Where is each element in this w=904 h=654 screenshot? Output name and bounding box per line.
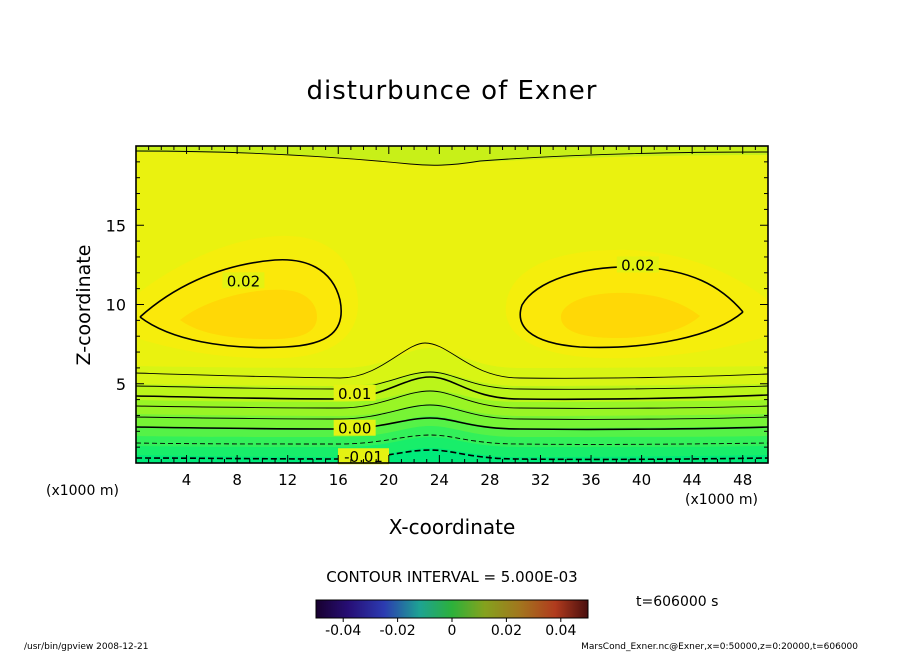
x-tick-label: 44 [683, 471, 702, 489]
colorbar-tick-label: 0.04 [545, 623, 576, 639]
contour-0.00 [136, 417, 768, 431]
band-level-top [136, 146, 768, 165]
y-tick-label: 15 [106, 216, 126, 235]
x-tick-label: 16 [329, 471, 348, 489]
contour-0.0125 [136, 371, 768, 390]
contour-neg-0.005 [136, 434, 768, 445]
band-lobe-left-peak [180, 289, 317, 340]
x-tick-label: 24 [430, 471, 449, 489]
contour-label: 0.02 [621, 256, 654, 274]
contour-label-layer: 0.02 0.02 0.01 0.00 -0.01 [222, 256, 659, 466]
contour-label-bg [616, 256, 659, 273]
contour-0.02-left [139, 258, 342, 349]
contour-label: 0.01 [338, 385, 371, 403]
contour-label: 0.00 [338, 420, 371, 438]
footer-left: /usr/bin/gpview 2008-12-21 [24, 642, 149, 652]
y-tick-label: 5 [116, 375, 126, 394]
contour-neg-0.01 [136, 449, 768, 461]
contour-0.0075 [136, 390, 768, 409]
colorbar-tick-label: -0.04 [325, 623, 361, 639]
contour-0.01 [136, 376, 768, 401]
colorbar-ticks: -0.04 -0.02 0 0.02 0.04 [325, 618, 576, 639]
contour-label: -0.01 [344, 448, 383, 466]
footer-right: MarsCond_Exner.nc@Exner,x=0:50000,z=0:20… [581, 642, 858, 652]
contour-top [136, 150, 768, 166]
y-axis-ticks: 5 10 15 [106, 161, 768, 448]
x-tick-label: 8 [232, 471, 242, 489]
contour-0.015 [136, 342, 768, 379]
x-tick-label: 48 [733, 471, 752, 489]
x-tick-label: 32 [531, 471, 550, 489]
filled-contours [136, 146, 768, 463]
contour-lines [136, 150, 768, 461]
x-tick-label: 40 [632, 471, 651, 489]
time-label: t=606000 s [636, 594, 719, 610]
colorbar-stripes [317, 600, 587, 618]
y-axis-label: Z-coordinate [73, 244, 95, 366]
contour-0.005 [136, 404, 768, 420]
x-axis-label: X-coordinate [388, 515, 516, 539]
x-tick-label: 20 [379, 471, 398, 489]
y-tick-label: 10 [106, 296, 126, 315]
x-tick-label: 12 [278, 471, 297, 489]
contour-label-bg [333, 419, 376, 436]
x-tick-label: 28 [480, 471, 499, 489]
contour-0.02-right [519, 266, 744, 349]
x-axis-unit-right: (x1000 m) [685, 492, 758, 508]
contour-label-bg [333, 384, 376, 401]
contour-label-bg [222, 272, 265, 289]
x-axis-ticks: 4 8 12 16 20 24 28 32 36 40 44 48 [148, 146, 756, 489]
x-tick-label: 4 [182, 471, 192, 489]
colorbar-tick-label: 0.02 [491, 623, 522, 639]
colorbar-tick-label: -0.02 [379, 623, 415, 639]
contour-interval: CONTOUR INTERVAL = 5.000E-03 [326, 568, 578, 586]
band-lobe-right-peak [560, 292, 700, 338]
x-tick-label: 36 [581, 471, 600, 489]
x-axis-unit-left: (x1000 m) [46, 483, 119, 499]
colorbar-tick-label: 0 [448, 623, 457, 639]
chart-title: disturbunce of Exner [306, 76, 598, 106]
contour-label: 0.02 [227, 272, 260, 290]
